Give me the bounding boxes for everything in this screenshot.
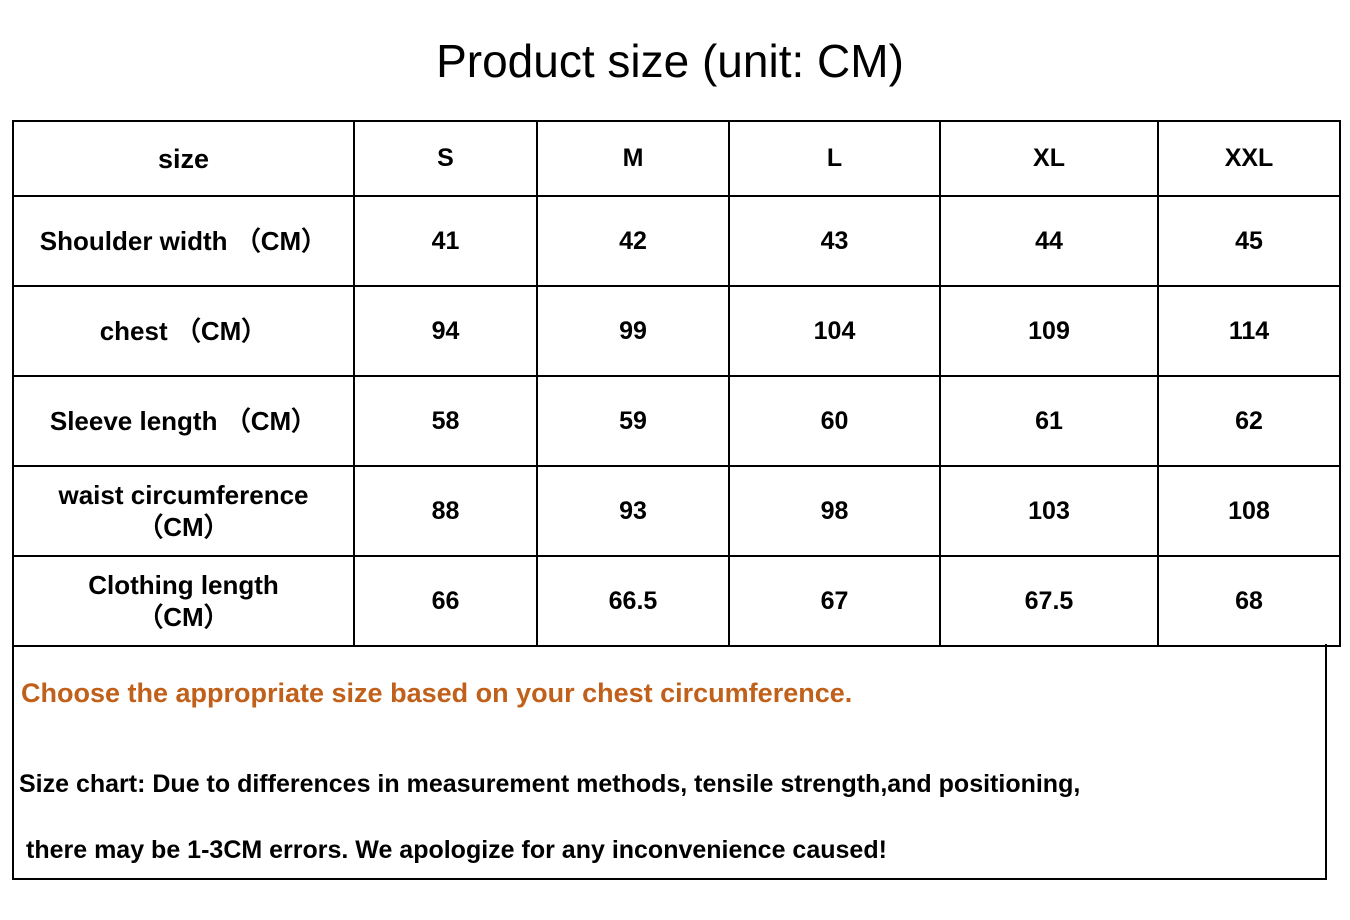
header-cell: size: [12, 120, 355, 197]
header-cell: L: [728, 120, 941, 197]
notes: Choose the appropriate size based on you…: [12, 644, 1327, 880]
row-label-line: Clothing length: [88, 570, 279, 600]
row-label: chest （CM）: [12, 285, 355, 377]
cell-value: 104: [728, 285, 941, 377]
table-row: Sleeve length （CM） 58 59 60 61 62: [12, 375, 1341, 467]
row-label-line: chest （CM）: [99, 316, 268, 346]
table-row: Clothing length （CM） 66 66.5 67 67.5 68: [12, 555, 1341, 647]
cell-value: 66.5: [536, 555, 730, 647]
cell-value: 88: [353, 465, 538, 557]
cell-value: 99: [536, 285, 730, 377]
title: Product size (unit: CM): [436, 35, 904, 87]
note-line: Size chart: Due to differences in measur…: [19, 770, 1081, 798]
table-row: Shoulder width （CM） 41 42 43 44 45: [12, 195, 1341, 287]
header-row: size S M L XL XXL: [12, 120, 1341, 197]
row-label-line: （CM）: [137, 512, 230, 542]
header-cell: XL: [939, 120, 1159, 197]
cell-value: 68: [1157, 555, 1341, 647]
highlight-note: Choose the appropriate size based on you…: [21, 678, 853, 708]
cell-value: 66: [353, 555, 538, 647]
table-row: waist circumference （CM） 88 93 98 103 108: [12, 465, 1341, 557]
cell-value: 42: [536, 195, 730, 287]
table-row: chest （CM） 94 99 104 109 114: [12, 285, 1341, 377]
cell-value: 103: [939, 465, 1159, 557]
cell-value: 44: [939, 195, 1159, 287]
cell-value: 98: [728, 465, 941, 557]
row-label-line: Sleeve length （CM）: [49, 406, 318, 436]
row-label: Shoulder width （CM）: [12, 195, 355, 287]
cell-value: 60: [728, 375, 941, 467]
row-label: Sleeve length （CM）: [12, 375, 355, 467]
row-label: waist circumference （CM）: [12, 465, 355, 557]
note-line: there may be 1-3CM errors. We apologize …: [26, 836, 887, 864]
header-cell: M: [536, 120, 730, 197]
cell-value: 67.5: [939, 555, 1159, 647]
cell-value: 61: [939, 375, 1159, 467]
cell-value: 108: [1157, 465, 1341, 557]
header-cell: XXL: [1157, 120, 1341, 197]
row-label-line: （CM）: [137, 602, 230, 632]
cell-value: 67: [728, 555, 941, 647]
row-label: Clothing length （CM）: [12, 555, 355, 647]
cell-value: 43: [728, 195, 941, 287]
cell-value: 114: [1157, 285, 1341, 377]
cell-value: 94: [353, 285, 538, 377]
cell-value: 109: [939, 285, 1159, 377]
row-label-line: Shoulder width （CM）: [39, 226, 328, 256]
cell-value: 41: [353, 195, 538, 287]
size-table: size S M L XL XXL Shoulder width （CM） 41 42 43 44 4…: [12, 120, 1341, 647]
cell-value: 45: [1157, 195, 1341, 287]
cell-value: 62: [1157, 375, 1341, 467]
header-cell: S: [353, 120, 538, 197]
cell-value: 93: [536, 465, 730, 557]
cell-value: 58: [353, 375, 538, 467]
cell-value: 59: [536, 375, 730, 467]
row-label-line: waist circumference: [58, 480, 309, 510]
